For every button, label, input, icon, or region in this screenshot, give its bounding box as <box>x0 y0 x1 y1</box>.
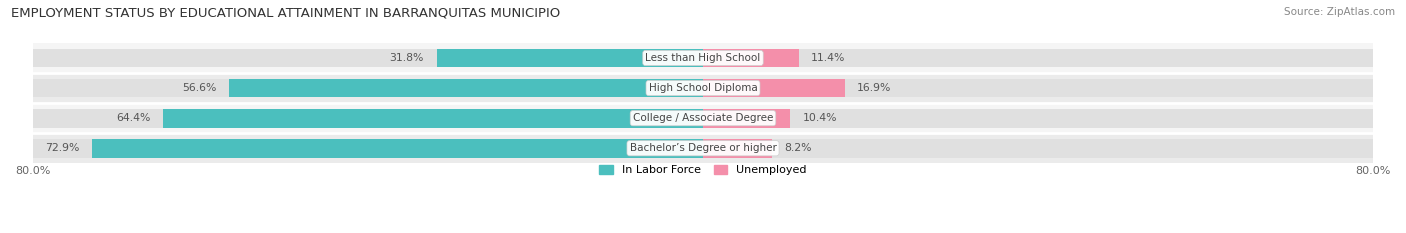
Bar <box>32 49 703 67</box>
Bar <box>703 73 1374 103</box>
Bar <box>703 43 1374 73</box>
Bar <box>703 139 1374 158</box>
Text: 31.8%: 31.8% <box>389 53 425 63</box>
Bar <box>703 79 1374 97</box>
Bar <box>703 109 790 127</box>
Text: 8.2%: 8.2% <box>785 143 811 153</box>
Bar <box>93 139 703 158</box>
Text: EMPLOYMENT STATUS BY EDUCATIONAL ATTAINMENT IN BARRANQUITAS MUNICIPIO: EMPLOYMENT STATUS BY EDUCATIONAL ATTAINM… <box>11 7 561 20</box>
Bar <box>703 133 1374 163</box>
Bar <box>32 79 703 97</box>
Bar <box>436 49 703 67</box>
Text: 16.9%: 16.9% <box>858 83 891 93</box>
Bar <box>32 139 703 158</box>
Bar <box>703 103 1374 133</box>
Text: 72.9%: 72.9% <box>45 143 80 153</box>
Bar <box>32 73 703 103</box>
Bar <box>32 133 703 163</box>
Bar <box>703 79 845 97</box>
Bar <box>163 109 703 127</box>
Bar <box>703 139 772 158</box>
Bar <box>703 49 1374 67</box>
Bar <box>703 49 799 67</box>
Legend: In Labor Force, Unemployed: In Labor Force, Unemployed <box>595 160 811 179</box>
Text: 56.6%: 56.6% <box>181 83 217 93</box>
Text: 10.4%: 10.4% <box>803 113 837 123</box>
Text: 11.4%: 11.4% <box>811 53 845 63</box>
Bar <box>229 79 703 97</box>
Text: 64.4%: 64.4% <box>117 113 150 123</box>
Text: College / Associate Degree: College / Associate Degree <box>633 113 773 123</box>
Text: Less than High School: Less than High School <box>645 53 761 63</box>
Text: Bachelor’s Degree or higher: Bachelor’s Degree or higher <box>630 143 776 153</box>
Bar <box>32 109 703 127</box>
Text: High School Diploma: High School Diploma <box>648 83 758 93</box>
Bar <box>32 103 703 133</box>
Bar <box>32 43 703 73</box>
Text: Source: ZipAtlas.com: Source: ZipAtlas.com <box>1284 7 1395 17</box>
Bar <box>703 109 1374 127</box>
